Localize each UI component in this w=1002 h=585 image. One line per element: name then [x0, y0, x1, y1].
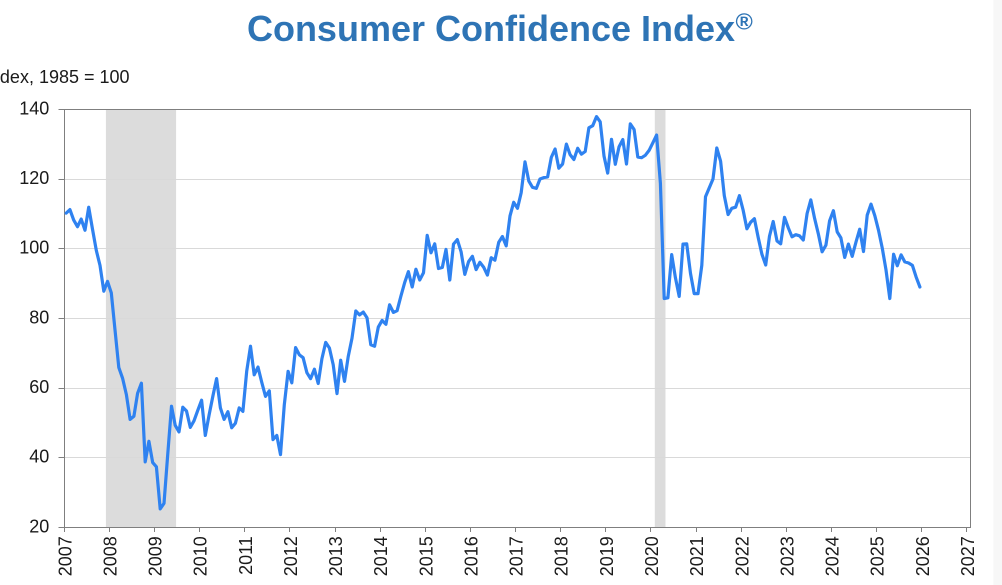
svg-text:2023: 2023 — [777, 536, 797, 576]
svg-text:2027: 2027 — [958, 536, 978, 576]
svg-text:40: 40 — [29, 447, 49, 467]
svg-text:60: 60 — [29, 377, 49, 397]
svg-text:Index, 1985 = 100: Index, 1985 = 100 — [0, 67, 130, 87]
svg-text:2016: 2016 — [461, 536, 481, 576]
svg-text:2010: 2010 — [191, 536, 211, 576]
svg-text:2018: 2018 — [552, 536, 572, 576]
svg-text:2019: 2019 — [597, 536, 617, 576]
svg-text:2012: 2012 — [281, 536, 301, 576]
svg-text:Consumer Confidence Index: Consumer Confidence Index — [247, 8, 735, 49]
svg-text:2025: 2025 — [868, 536, 888, 576]
svg-text:2014: 2014 — [371, 536, 391, 576]
svg-text:2011: 2011 — [236, 536, 256, 575]
svg-text:2026: 2026 — [913, 536, 933, 576]
svg-text:2017: 2017 — [507, 536, 527, 576]
svg-text:2013: 2013 — [326, 536, 346, 576]
svg-text:2020: 2020 — [642, 536, 662, 576]
svg-text:120: 120 — [19, 168, 49, 188]
svg-text:2015: 2015 — [416, 536, 436, 576]
svg-text:100: 100 — [19, 238, 49, 258]
svg-text:2021: 2021 — [687, 536, 707, 576]
svg-text:20: 20 — [29, 516, 49, 536]
svg-text:2008: 2008 — [100, 536, 120, 576]
svg-text:2024: 2024 — [823, 536, 843, 576]
svg-text:80: 80 — [29, 307, 49, 327]
svg-text:2009: 2009 — [146, 536, 166, 576]
svg-text:2022: 2022 — [732, 536, 752, 576]
svg-text:®: ® — [736, 8, 753, 34]
svg-text:2007: 2007 — [55, 536, 75, 576]
svg-text:140: 140 — [19, 98, 49, 118]
